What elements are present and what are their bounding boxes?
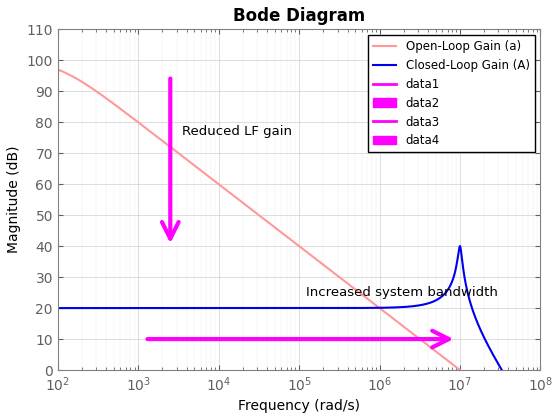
Open-Loop Gain (a) [345, 281, 352, 286]
Line: Closed-Loop Gain (A): Closed-Loop Gain (A) [58, 246, 502, 370]
Closed-Loop Gain (A) [316, 306, 323, 311]
Line: Open-Loop Gain (a): Open-Loop Gain (a) [58, 70, 540, 420]
Closed-Loop Gain (A) [171, 306, 178, 311]
Title: Bode Diagram: Bode Diagram [233, 7, 365, 25]
Open-Loop Gain (a) [413, 333, 419, 339]
Open-Loop Gain (a) [87, 85, 94, 90]
Closed-Loop Gain (A) [87, 306, 94, 311]
Closed-Loop Gain (A) [345, 305, 352, 310]
Open-Loop Gain (a) [54, 67, 61, 72]
Closed-Loop Gain (A) [413, 303, 419, 308]
Legend: Open-Loop Gain (a), Closed-Loop Gain (A), data1, data2, data3, data4: Open-Loop Gain (a), Closed-Loop Gain (A)… [368, 35, 534, 152]
X-axis label: Frequency (rad/s): Frequency (rad/s) [238, 399, 360, 413]
Y-axis label: Magnitude (dB): Magnitude (dB) [7, 146, 21, 253]
Text: Reduced LF gain: Reduced LF gain [182, 125, 292, 138]
Open-Loop Gain (a) [239, 200, 246, 205]
Open-Loop Gain (a) [316, 260, 323, 265]
Text: Increased system bandwidth: Increased system bandwidth [306, 286, 497, 299]
Closed-Loop Gain (A) [54, 306, 61, 311]
Open-Loop Gain (a) [171, 147, 178, 152]
Closed-Loop Gain (A) [239, 306, 246, 311]
